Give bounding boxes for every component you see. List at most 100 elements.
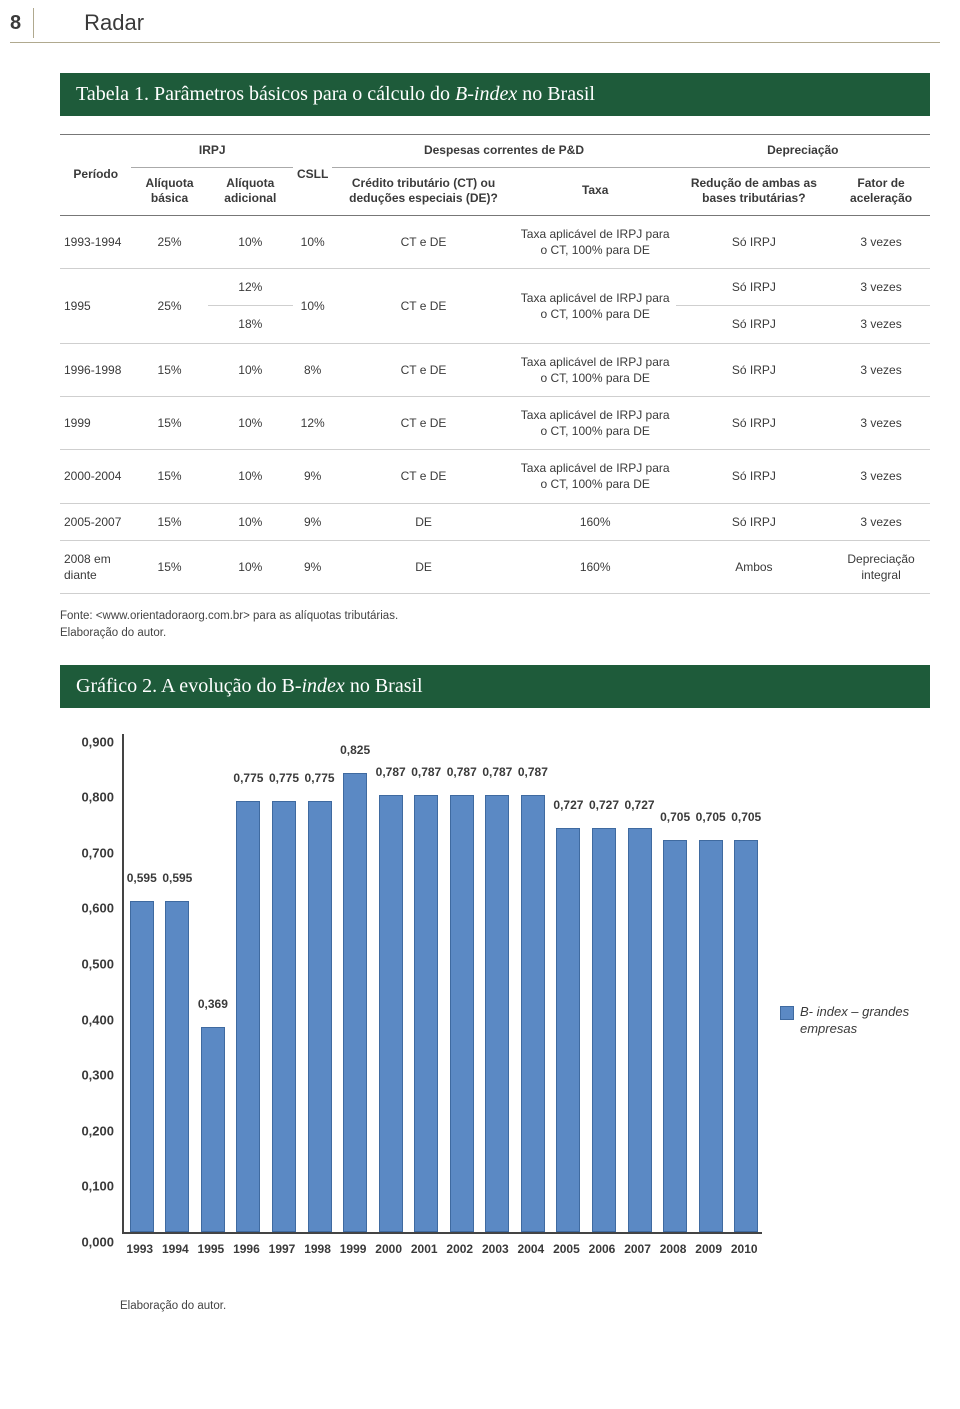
bar-value-label: 0,727 (589, 798, 619, 812)
legend-label: B- index – grandes empresas (800, 1004, 909, 1036)
cell-taxa: 160% (515, 540, 676, 593)
cell-periodo: 2005-2007 (60, 503, 131, 540)
cell-fator: 3 vezes (832, 343, 930, 396)
bar-value-label: 0,775 (233, 771, 263, 785)
cell-adic: 12% (208, 269, 293, 306)
y-tick-label: 0,300 (81, 1068, 114, 1083)
cell-fator: Depreciação integral (832, 540, 930, 593)
cell-basica: 25% (131, 269, 207, 343)
table-row: 2000-200415%10%9%CT e DETaxa aplicável d… (60, 450, 930, 503)
bar-value-label: 0,787 (376, 765, 406, 779)
x-tick-label: 2010 (731, 1242, 758, 1256)
x-tick-label: 1999 (340, 1242, 367, 1256)
chart-bar (556, 828, 580, 1232)
th-despesas: Despesas correntes de P&D (332, 135, 675, 168)
cell-basica: 25% (131, 215, 207, 268)
chart-container: 0,0000,1000,2000,3000,4000,5000,6000,700… (60, 734, 920, 1294)
cell-adic: 10% (208, 215, 293, 268)
y-tick-label: 0,900 (81, 734, 114, 749)
chart-bar (485, 795, 509, 1232)
chart-bar (628, 828, 652, 1232)
x-tick-label: 2002 (446, 1242, 473, 1256)
th-csll: CSLL (293, 135, 332, 216)
x-tick-label: 2000 (375, 1242, 402, 1256)
chart-bar (379, 795, 403, 1232)
table1-title-bar: Tabela 1. Parâmetros básicos para o cálc… (60, 73, 930, 116)
th-periodo: Período (60, 135, 131, 216)
cell-fator: 3 vezes (832, 450, 930, 503)
footnote-source: Fonte: <www.orientadoraorg.com.br> para … (60, 608, 930, 625)
cell-csll: 9% (293, 450, 332, 503)
bar-value-label: 0,705 (731, 810, 761, 824)
cell-red: Só IRPJ (676, 306, 832, 343)
chart-x-labels: 1993199419951996199719981999200020012002… (122, 1238, 762, 1268)
cell-taxa: 160% (515, 503, 676, 540)
bar-value-label: 0,787 (482, 765, 512, 779)
cell-adic: 10% (208, 450, 293, 503)
chart-title-prefix: Gráfico 2. A evolução do B- (76, 675, 302, 697)
chart-bar (236, 801, 260, 1232)
th-aliq-basica: Alíquota básica (131, 167, 207, 215)
bar-value-label: 0,787 (411, 765, 441, 779)
cell-fator: 3 vezes (832, 503, 930, 540)
x-tick-label: 2005 (553, 1242, 580, 1256)
page-content: Tabela 1. Parâmetros básicos para o cálc… (0, 43, 960, 1332)
table-row: 1993-199425%10%10%CT e DETaxa aplicável … (60, 215, 930, 268)
th-reducao: Redução de ambas as bases tributárias? (676, 167, 832, 215)
table1-body: 1993-199425%10%10%CT e DETaxa aplicável … (60, 215, 930, 593)
table-row: 199525%12%10%CT e DETaxa aplicável de IR… (60, 269, 930, 306)
cell-adic: 10% (208, 396, 293, 449)
x-tick-label: 2008 (660, 1242, 687, 1256)
chart-title-suffix: no Brasil (345, 675, 423, 697)
x-tick-label: 1995 (198, 1242, 225, 1256)
chart-bar (699, 840, 723, 1232)
table-row: 1996-199815%10%8%CT e DETaxa aplicável d… (60, 343, 930, 396)
bar-value-label: 0,595 (162, 871, 192, 885)
cell-red: Só IRPJ (676, 215, 832, 268)
table1-head: Período IRPJ CSLL Despesas correntes de … (60, 135, 930, 216)
bar-value-label: 0,825 (340, 743, 370, 757)
cell-red: Só IRPJ (676, 450, 832, 503)
cell-adic: 10% (208, 343, 293, 396)
table1-head-sub-row: Alíquota básica Alíquota adicional Crédi… (60, 167, 930, 215)
table-row: 2005-200715%10%9%DE160%Só IRPJ3 vezes (60, 503, 930, 540)
cell-csll: 9% (293, 503, 332, 540)
chart-bar (521, 795, 545, 1232)
cell-taxa: Taxa aplicável de IRPJ para o CT, 100% p… (515, 396, 676, 449)
y-tick-label: 0,200 (81, 1123, 114, 1138)
y-tick-label: 0,600 (81, 901, 114, 916)
y-tick-label: 0,700 (81, 845, 114, 860)
cell-red: Só IRPJ (676, 343, 832, 396)
th-aliq-adic: Alíquota adicional (208, 167, 293, 215)
footnote-elab: Elaboração do autor. (60, 625, 930, 642)
bar-value-label: 0,787 (518, 765, 548, 779)
bar-value-label: 0,727 (625, 798, 655, 812)
x-tick-label: 2007 (624, 1242, 651, 1256)
chart-title-em: index (302, 675, 345, 697)
chart-bar (130, 901, 154, 1232)
cell-red: Só IRPJ (676, 396, 832, 449)
x-tick-label: 1997 (269, 1242, 296, 1256)
y-tick-label: 0,400 (81, 1012, 114, 1027)
cell-fator: 3 vezes (832, 396, 930, 449)
table1-footnote: Fonte: <www.orientadoraorg.com.br> para … (60, 608, 930, 643)
x-tick-label: 1994 (162, 1242, 189, 1256)
table1-title-em: B-index (455, 83, 517, 105)
chart-bar (592, 828, 616, 1232)
cell-cred: DE (332, 503, 514, 540)
x-tick-label: 1996 (233, 1242, 260, 1256)
cell-basica: 15% (131, 343, 207, 396)
cell-basica: 15% (131, 503, 207, 540)
chart-bar (201, 1027, 225, 1232)
chart-bar (272, 801, 296, 1232)
th-irpj: IRPJ (131, 135, 293, 168)
x-tick-label: 2001 (411, 1242, 438, 1256)
th-fator: Fator de aceleração (832, 167, 930, 215)
x-tick-label: 2009 (695, 1242, 722, 1256)
chart-bar (414, 795, 438, 1232)
cell-csll: 12% (293, 396, 332, 449)
bar-value-label: 0,705 (660, 810, 690, 824)
y-tick-label: 0,500 (81, 956, 114, 971)
cell-periodo: 1996-1998 (60, 343, 131, 396)
y-tick-label: 0,100 (81, 1179, 114, 1194)
